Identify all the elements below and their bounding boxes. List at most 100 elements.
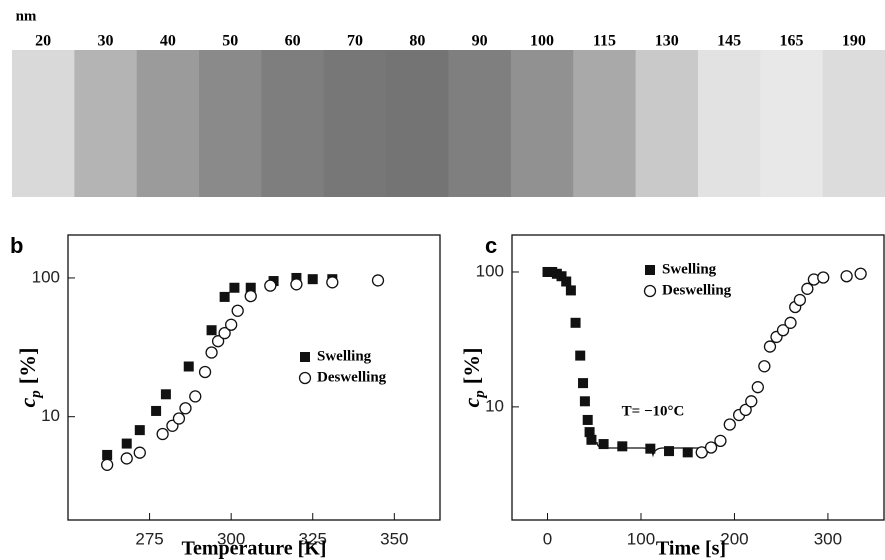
swatch bbox=[697, 50, 761, 197]
data-point bbox=[189, 390, 202, 403]
size-label: 145 bbox=[717, 33, 741, 50]
legend-marker bbox=[300, 352, 310, 362]
data-point bbox=[211, 335, 225, 348]
size-label: 50 bbox=[222, 33, 238, 50]
y-label-part: c bbox=[15, 397, 40, 407]
legend-label: Deswelling bbox=[317, 369, 387, 385]
x-axis-label: Time [s] bbox=[656, 538, 726, 560]
legend-label: Deswelling bbox=[662, 282, 732, 298]
size-label: 165 bbox=[779, 33, 803, 50]
data-point bbox=[225, 318, 238, 331]
plot-frame bbox=[511, 234, 885, 521]
data-point bbox=[586, 434, 597, 445]
y-label-part: p bbox=[28, 390, 44, 400]
annotation: T= −10°C bbox=[622, 403, 685, 419]
x-tick-label: 100 bbox=[627, 529, 655, 548]
x-axis-label: Temperature [K] bbox=[182, 538, 327, 560]
data-point bbox=[570, 317, 581, 328]
data-point bbox=[102, 449, 113, 460]
x-tick-label: 325 bbox=[299, 529, 327, 548]
x-tick-label: 0 bbox=[543, 529, 552, 548]
data-point bbox=[763, 340, 777, 353]
data-point bbox=[565, 285, 576, 296]
data-point bbox=[751, 381, 764, 394]
size-label: 40 bbox=[160, 33, 176, 50]
data-point bbox=[371, 274, 385, 287]
data-point bbox=[244, 289, 257, 303]
swatch bbox=[448, 50, 512, 197]
data-point bbox=[758, 360, 771, 373]
data-point bbox=[817, 271, 830, 284]
data-point bbox=[291, 272, 302, 283]
data-point bbox=[739, 403, 752, 417]
data-point bbox=[854, 267, 867, 280]
data-point bbox=[264, 279, 277, 292]
y-tick-label: 10 bbox=[485, 396, 504, 415]
data-point bbox=[584, 427, 595, 438]
data-point bbox=[840, 270, 853, 283]
size-label: 115 bbox=[593, 33, 616, 50]
size-label: 100 bbox=[530, 33, 554, 50]
data-point bbox=[561, 276, 572, 287]
swatch bbox=[760, 50, 824, 197]
data-point bbox=[793, 293, 807, 307]
size-label: 20 bbox=[35, 33, 51, 50]
size-label: 60 bbox=[285, 33, 301, 50]
data-point bbox=[682, 447, 693, 458]
data-point bbox=[598, 439, 609, 450]
y-tick-label: 100 bbox=[476, 261, 504, 280]
data-point bbox=[575, 350, 586, 361]
y-label-part: p bbox=[472, 390, 488, 400]
legend-marker bbox=[643, 284, 657, 298]
data-point bbox=[101, 458, 114, 471]
swatch bbox=[199, 50, 262, 197]
data-point bbox=[714, 434, 727, 447]
data-point bbox=[229, 282, 240, 293]
data-point bbox=[172, 412, 186, 425]
legend-marker bbox=[298, 371, 312, 385]
data-point bbox=[231, 304, 244, 317]
swatch bbox=[261, 50, 325, 197]
swatch bbox=[822, 50, 885, 197]
swatch bbox=[635, 50, 699, 197]
y-label-part: c bbox=[459, 397, 484, 407]
data-point bbox=[156, 427, 169, 441]
data-point bbox=[307, 274, 318, 285]
legend-label: Swelling bbox=[662, 261, 717, 277]
swatch bbox=[510, 50, 574, 197]
swatch bbox=[136, 50, 200, 197]
y-label-part: [%] bbox=[15, 348, 40, 385]
plot-frame bbox=[67, 234, 441, 521]
data-point bbox=[151, 405, 162, 416]
swatch bbox=[74, 50, 138, 197]
data-point bbox=[219, 291, 230, 302]
size-label: 190 bbox=[842, 33, 866, 50]
data-point bbox=[120, 452, 133, 465]
size-label: 30 bbox=[98, 33, 114, 50]
data-point bbox=[205, 346, 218, 359]
data-point bbox=[579, 396, 590, 407]
data-point bbox=[704, 441, 718, 454]
size-label: 80 bbox=[409, 33, 425, 50]
y-label-part: [%] bbox=[459, 348, 484, 385]
data-point bbox=[134, 425, 145, 436]
data-point bbox=[245, 282, 256, 293]
x-tick-label: 200 bbox=[720, 529, 748, 548]
data-point bbox=[183, 361, 194, 372]
panel-letter: c bbox=[485, 233, 497, 258]
y-axis-label: cp [%] bbox=[459, 348, 488, 408]
data-point bbox=[206, 325, 217, 336]
size-label: 130 bbox=[655, 33, 679, 50]
y-tick-label: 10 bbox=[41, 406, 60, 425]
data-point bbox=[179, 402, 192, 415]
panel-letter: b bbox=[10, 233, 23, 258]
x-tick-label: 275 bbox=[135, 529, 163, 548]
data-point bbox=[801, 282, 814, 295]
data-point bbox=[645, 443, 656, 454]
legend-label: Swelling bbox=[317, 348, 372, 364]
size-label: 90 bbox=[472, 33, 488, 50]
x-tick-label: 300 bbox=[217, 529, 245, 548]
data-point bbox=[723, 418, 736, 431]
data-point bbox=[578, 378, 589, 389]
